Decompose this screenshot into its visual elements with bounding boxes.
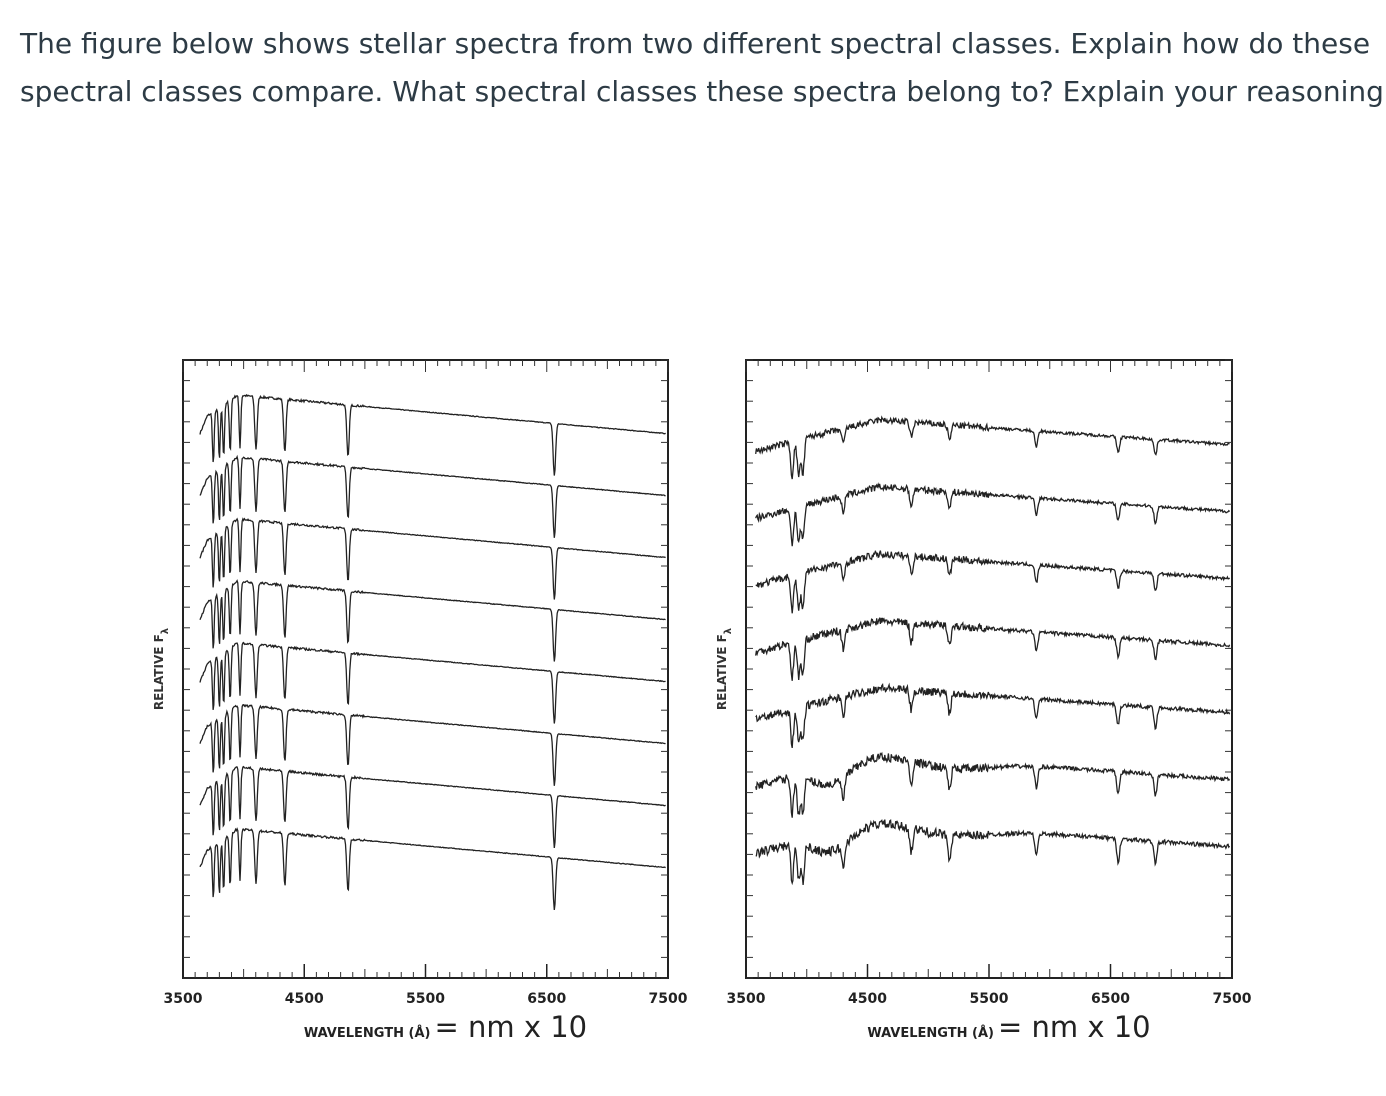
x-tick-label: 6500 xyxy=(527,991,566,1007)
x-axis-label: WAVELENGTH (Å) = nm x 10 xyxy=(304,1010,587,1044)
plot-frame xyxy=(182,359,669,979)
spectrum-curve xyxy=(199,579,666,662)
y-axis-label-sub: λ xyxy=(160,627,171,634)
x-tick-label: 5500 xyxy=(406,991,445,1007)
spectrum-curve xyxy=(755,415,1230,480)
spectrum-curve xyxy=(199,454,666,538)
y-axis-label: RELATIVE Fλ xyxy=(152,627,171,710)
x-tick-label: 3500 xyxy=(164,991,203,1007)
x-axis-label: WAVELENGTH (Å) = nm x 10 xyxy=(867,1010,1150,1044)
spectrum-curve xyxy=(199,641,666,724)
x-tick-label: 4500 xyxy=(285,991,324,1007)
x-tick-label: 7500 xyxy=(649,991,688,1007)
spectrum-curve xyxy=(755,549,1231,614)
x-tick-label: 3500 xyxy=(727,991,766,1007)
x-tick-label: 5500 xyxy=(970,991,1009,1007)
y-axis-label-text: RELATIVE F xyxy=(152,634,166,710)
spectrum-curve xyxy=(199,765,666,848)
x-axis-label-note: = nm x 10 xyxy=(998,1010,1151,1044)
x-tick-label: 7500 xyxy=(1213,991,1252,1007)
spectrum-curve xyxy=(755,682,1231,749)
y-axis-label-text: RELATIVE F xyxy=(715,634,729,710)
x-axis-label-text: WAVELENGTH (Å) xyxy=(867,1025,994,1041)
spectrum-curve xyxy=(755,482,1231,547)
plot-frame xyxy=(745,359,1233,979)
question-line: spectral classes compare. What spectral … xyxy=(20,75,1386,108)
spectrum-curve xyxy=(755,616,1231,681)
y-axis-label: RELATIVE Fλ xyxy=(715,627,734,710)
spectrum-curve xyxy=(755,819,1231,886)
y-axis-label-sub: λ xyxy=(723,627,734,634)
spectrum-curve xyxy=(199,517,666,600)
x-tick-label: 6500 xyxy=(1091,991,1130,1007)
spectrum-curve xyxy=(199,703,666,786)
x-axis-label-text: WAVELENGTH (Å) xyxy=(304,1025,431,1041)
question-line: The figure below shows stellar spectra f… xyxy=(20,27,1371,60)
x-tick-label: 4500 xyxy=(848,991,887,1007)
x-axis-label-note: = nm x 10 xyxy=(434,1010,587,1044)
spectrum-curve xyxy=(755,751,1231,818)
spectrum-curve xyxy=(199,393,666,476)
spectrum-curve xyxy=(199,827,666,910)
